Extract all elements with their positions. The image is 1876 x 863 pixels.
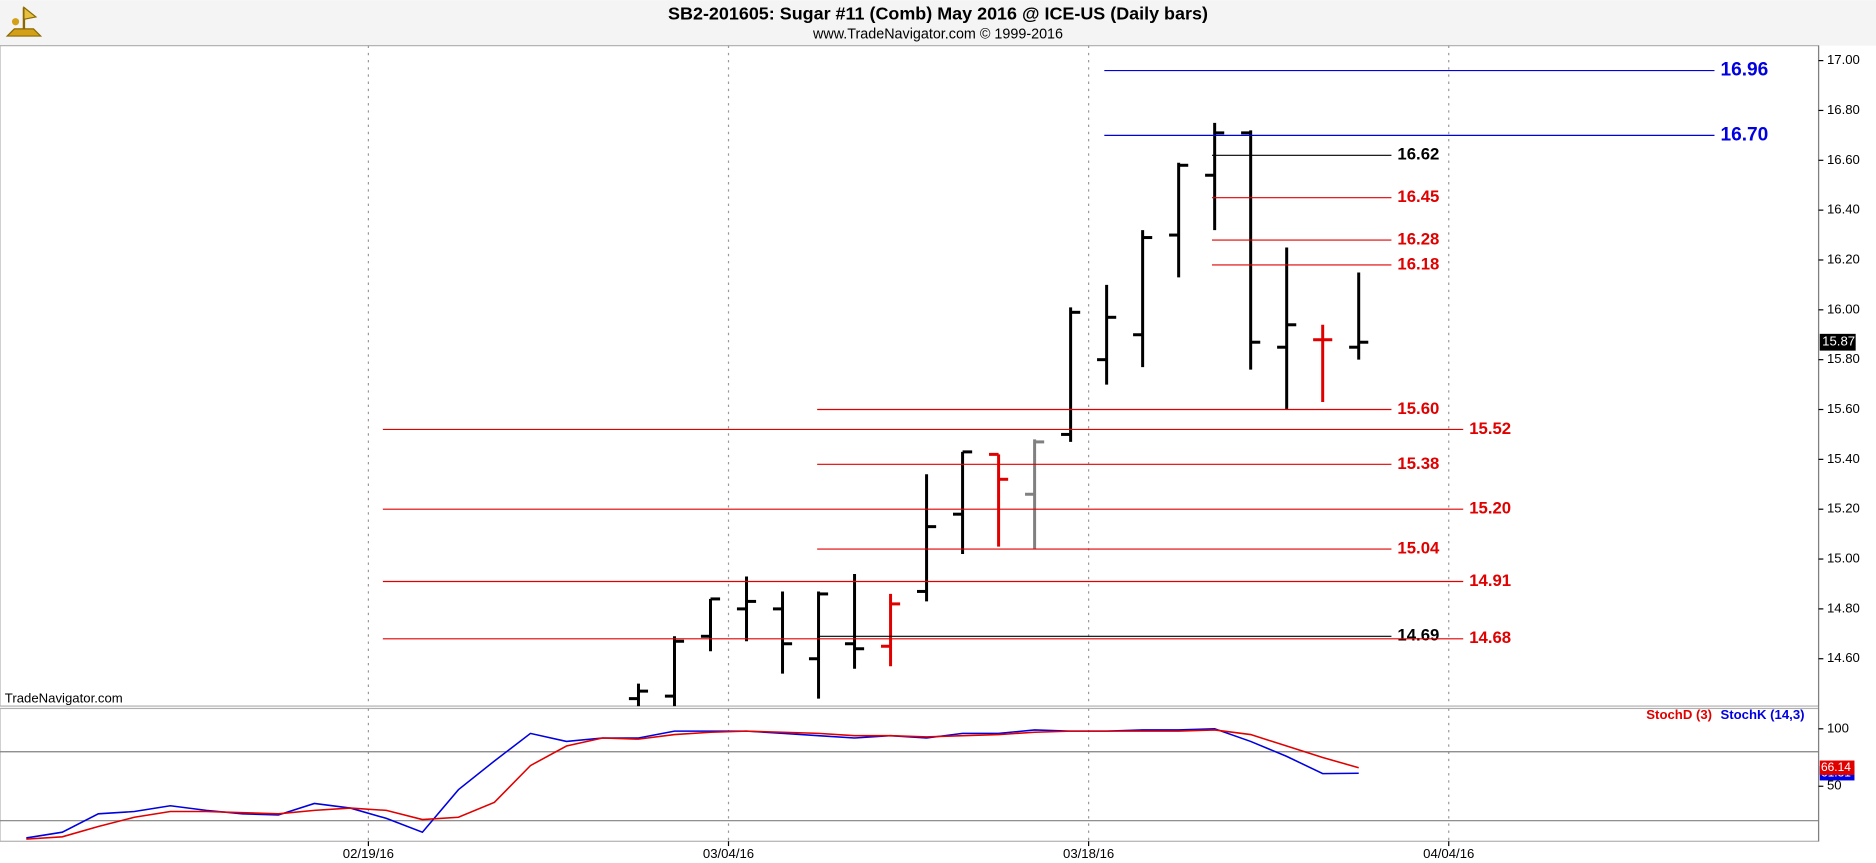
level-label: 15.52	[1469, 419, 1511, 438]
last-price-tag	[1819, 333, 1856, 351]
stoch-plot	[26, 728, 1359, 840]
level-label: 14.91	[1469, 571, 1511, 590]
y-tick-label: 50	[1827, 778, 1842, 793]
level-label: 14.69	[1397, 626, 1439, 645]
x-tick-label: 04/04/16	[1423, 846, 1474, 861]
x-tick-label: 02/19/16	[343, 846, 394, 861]
level-label: 15.20	[1469, 499, 1511, 518]
y-tick-label: 16.20	[1827, 251, 1860, 266]
last-value-label: 66.14	[1821, 760, 1851, 774]
logo	[5, 6, 43, 37]
y-tick-label: 15.00	[1827, 551, 1860, 566]
y-tick-label: 16.00	[1827, 301, 1860, 316]
stoch-panel	[0, 707, 1820, 842]
subtitle: www.TradeNavigator.com © 1999-2016	[812, 27, 1063, 43]
level-label: 15.38	[1397, 454, 1439, 473]
level-label: 16.45	[1397, 187, 1439, 206]
legend-entry: StochK (14,3)	[1720, 707, 1804, 722]
y-tick-label: 15.80	[1827, 351, 1860, 366]
level-label: 16.70	[1720, 124, 1768, 145]
header-band	[0, 0, 1876, 46]
legend-entry: StochD (3)	[1646, 707, 1712, 722]
y-tick-label: 15.40	[1827, 451, 1860, 466]
level-label: 16.62	[1397, 145, 1439, 164]
level-label: 16.18	[1397, 254, 1439, 273]
y-tick-label: 100	[1827, 720, 1849, 735]
chart-title: SB2-201605: Sugar #11 (Comb) May 2016 @ …	[668, 3, 1208, 23]
y-tick-label: 16.60	[1827, 152, 1860, 167]
watermark: TradeNavigator.com	[5, 690, 123, 705]
y-tick-label: 14.60	[1827, 650, 1860, 665]
stoch-line	[26, 728, 1359, 839]
level-label: 16.96	[1720, 60, 1768, 81]
y-tick-label: 15.20	[1827, 501, 1860, 516]
x-tick-label: 03/04/16	[703, 846, 754, 861]
y-tick-label: 16.80	[1827, 102, 1860, 117]
level-label: 15.60	[1397, 399, 1439, 418]
price-plot	[628, 122, 1369, 707]
y-tick-label: 17.00	[1827, 52, 1860, 67]
y-tick-label: 16.40	[1827, 202, 1860, 217]
stoch-line	[26, 729, 1359, 840]
price-panel	[0, 45, 1820, 707]
x-tick-label: 03/18/16	[1063, 846, 1114, 861]
last-value-tag	[1819, 760, 1855, 775]
level-label: 15.04	[1397, 538, 1440, 557]
level-label: 14.68	[1469, 628, 1511, 647]
y-tick-label: 15.60	[1827, 401, 1860, 416]
last-price-label: 15.87	[1822, 334, 1855, 349]
y-tick-label: 14.80	[1827, 600, 1860, 615]
level-label: 16.28	[1397, 229, 1439, 248]
